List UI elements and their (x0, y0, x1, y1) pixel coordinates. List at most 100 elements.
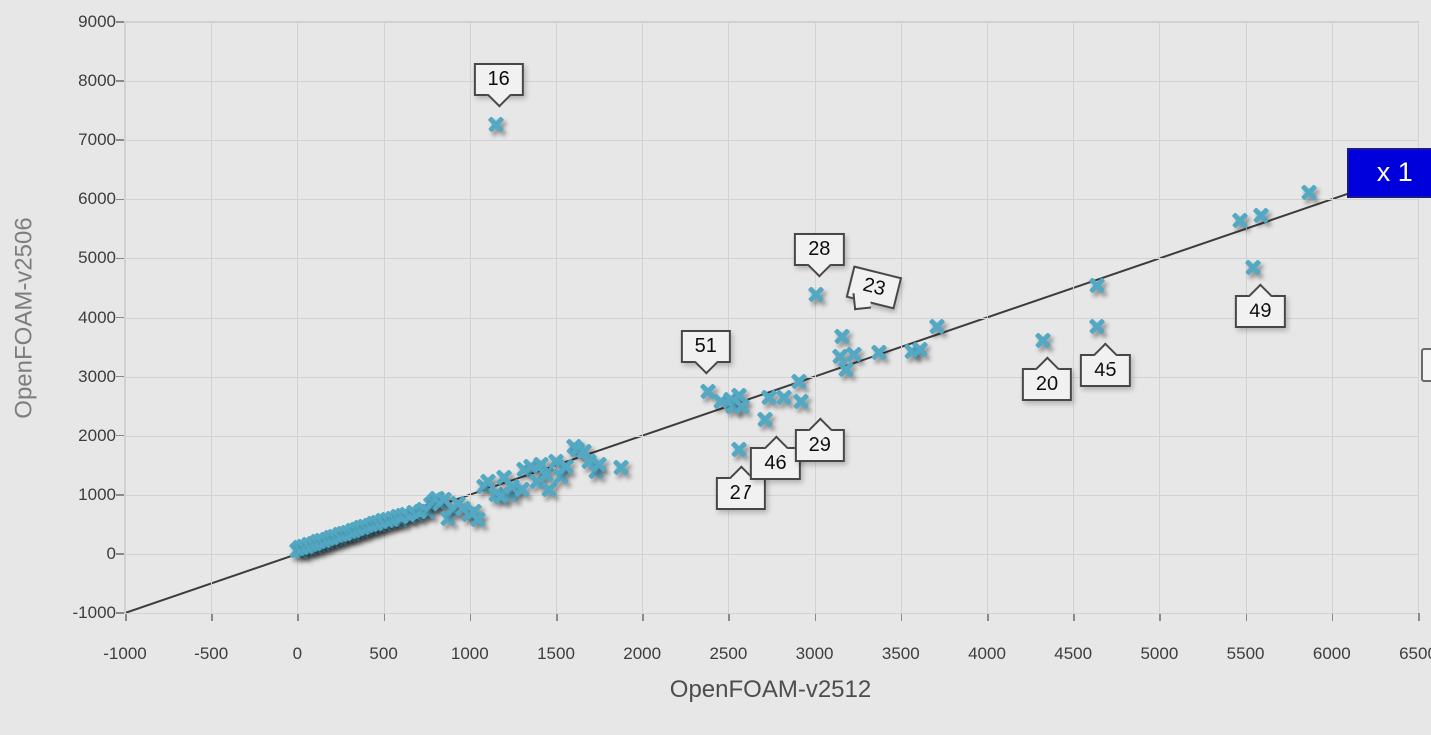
x-tick-label: 1500 (537, 644, 575, 663)
x-tick-mark (556, 613, 558, 621)
callout-label: 51 (694, 334, 717, 357)
callout-label: 16 (487, 67, 510, 90)
y-tick-mark (116, 257, 124, 260)
data-point-marker (730, 440, 747, 457)
data-point-marker (557, 457, 574, 474)
callout-29: 29 (794, 417, 845, 463)
y-tick-label: 6000 (78, 189, 116, 209)
identity-line-label: x 1 (1346, 147, 1431, 198)
x-tick-mark (383, 613, 386, 621)
y-tick-label: -1000 (72, 603, 116, 622)
x-tick-mark (297, 613, 299, 621)
callout-49: 49 (1235, 283, 1286, 328)
x-tick-label: -500 (194, 644, 229, 663)
y-gridline (125, 140, 1418, 142)
y-tick-label: 8000 (78, 71, 116, 91)
callout-label: 27 (729, 481, 752, 504)
y-tick-label: 9000 (78, 12, 116, 31)
x-tick-label: 1000 (450, 644, 489, 663)
callout-label: 20 (1035, 372, 1059, 395)
x-tick-mark (1418, 613, 1420, 621)
data-point-marker (1035, 331, 1052, 348)
x-tick-label: 500 (369, 644, 398, 663)
x-tick-mark (987, 613, 989, 621)
data-point-marker (757, 411, 774, 428)
data-point-marker (612, 459, 629, 476)
x-tick-mark (1245, 613, 1248, 621)
x-tick-label: 3000 (795, 644, 834, 663)
data-point-marker (733, 397, 750, 414)
data-point-marker (1301, 183, 1318, 200)
data-point-marker (775, 388, 792, 405)
y-tick-label: 2000 (78, 425, 116, 445)
callout-16: 16 (473, 62, 524, 108)
x-tick-label: 5000 (1140, 644, 1179, 663)
y-tick-mark (116, 198, 124, 201)
y-gridline (125, 258, 1418, 260)
y-gridline (125, 376, 1418, 378)
y-gridline (125, 494, 1418, 496)
x-tick-mark (125, 613, 127, 621)
x-tick-mark (211, 613, 213, 621)
y-gridline (125, 81, 1418, 83)
y-gridline (125, 22, 1418, 23)
x-axis-title: OpenFOAM-v2512 (669, 676, 872, 703)
data-point-marker (912, 341, 929, 358)
x-gridline (1418, 22, 1419, 613)
callout-46: 46 (750, 435, 801, 481)
data-point-marker (792, 393, 809, 410)
y-gridline (125, 553, 1418, 555)
data-point-marker (1089, 318, 1106, 335)
data-point-marker (469, 511, 486, 528)
data-point-marker (837, 361, 854, 378)
x-tick-mark (469, 613, 472, 621)
y-gridline (125, 317, 1418, 319)
y-tick-label: 5000 (78, 248, 116, 268)
y-tick-label: 1000 (78, 484, 116, 504)
data-point-marker (808, 285, 825, 302)
y-tick-label: 7000 (78, 130, 116, 150)
x-tick-label: 6500 (1399, 644, 1431, 663)
y-tick-label: 3000 (78, 366, 116, 386)
data-point-marker (1089, 276, 1106, 293)
y-axis-title: OpenFOAM-v2506 (10, 217, 38, 419)
callout-arrow-icon (852, 291, 872, 311)
callout-label: 49 (1249, 299, 1272, 322)
y-tick-mark (116, 316, 124, 319)
x-tick-label: -1000 (103, 644, 147, 663)
callout-51: 51 (680, 329, 731, 375)
data-point-marker (1253, 207, 1270, 224)
y-tick-mark (116, 612, 124, 614)
y-tick-mark (116, 21, 124, 23)
x-tick-label: 5500 (1226, 644, 1265, 663)
y-gridline (125, 435, 1418, 437)
data-point-marker (834, 327, 851, 344)
y-tick-label: 4000 (78, 307, 116, 327)
x-tick-label: 6000 (1312, 644, 1351, 663)
x-tick-mark (1159, 613, 1161, 621)
callout-20: 20 (1021, 356, 1073, 401)
x-tick-label: 2500 (709, 644, 748, 663)
x-tick-mark (1331, 613, 1334, 621)
y-tick-label: 0 (106, 543, 116, 563)
y-tick-mark (116, 139, 124, 141)
x-tick-label: 4500 (1054, 644, 1093, 663)
x-tick-label: 0 (292, 644, 303, 663)
data-point-marker (1245, 258, 1262, 275)
x-tick-label: 4000 (968, 644, 1006, 663)
x-tick-mark (900, 613, 903, 621)
y-tick-mark (116, 80, 124, 82)
y-tick-mark (116, 375, 124, 378)
x-tick-mark (728, 613, 730, 621)
y-tick-mark (116, 553, 124, 555)
y-tick-mark (116, 494, 124, 496)
callout-28: 28 (794, 232, 845, 278)
y-gridline (125, 613, 1418, 614)
x-tick-mark (1073, 613, 1075, 621)
y-tick-mark (116, 434, 124, 437)
clipped-callout-box (1421, 348, 1431, 382)
x-tick-mark (642, 613, 644, 621)
data-point-marker (487, 115, 504, 132)
callout-label: 28 (808, 237, 831, 260)
